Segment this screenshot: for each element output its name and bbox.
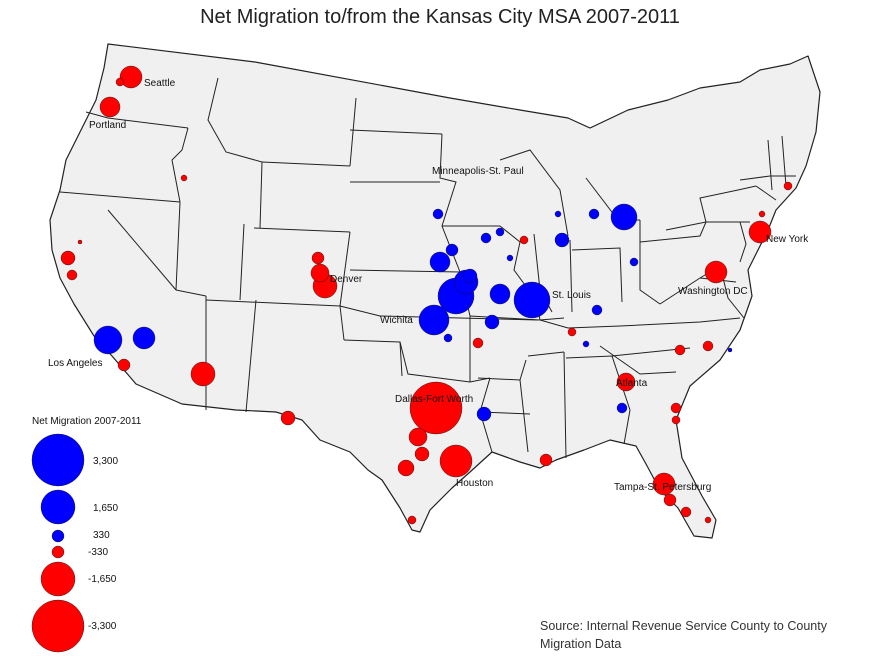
tucson-circle: [280, 410, 296, 426]
misc-red-5: [704, 516, 712, 524]
springfield-circle: [484, 314, 500, 330]
denver-circle-3: [311, 251, 325, 265]
florida-circle-2: [663, 493, 677, 507]
jacksonville-circle: [671, 415, 681, 425]
detroit-circle: [610, 203, 638, 231]
us-land: [49, 43, 821, 539]
new-york-circle: [748, 220, 772, 244]
ohio-circle: [629, 257, 639, 267]
label-st-louis: St. Louis: [552, 290, 591, 301]
outflow-circles: [93, 203, 733, 422]
misc-blue-1: [443, 333, 453, 343]
label-minneapolis: Minneapolis-St. Paul: [432, 166, 524, 177]
label-washington: Washington DC: [678, 286, 748, 297]
label-dallas: Dallas-Fort Worth: [395, 394, 473, 405]
misc-red-7: [77, 239, 83, 245]
misc-red-4: [180, 174, 188, 182]
omaha-circle: [429, 251, 451, 273]
ca-circle-2: [66, 269, 78, 281]
shreveport-circle: [476, 406, 492, 422]
tampa-circle: [652, 472, 676, 496]
inland-empire-circle: [132, 326, 156, 350]
minneapolis-circle: [432, 208, 444, 220]
legend-label-neg330: -330: [88, 547, 109, 558]
seattle-small-circle: [115, 77, 125, 87]
source-note: Source: Internal Revenue Service County …: [540, 619, 827, 651]
legend-title: Net Migration 2007-2011: [32, 416, 142, 427]
label-denver: Denver: [330, 274, 363, 285]
misc-blue-4: [582, 340, 590, 348]
label-wichita: Wichita: [380, 315, 413, 326]
inflow-circles: [60, 65, 793, 525]
legend-circle-neg330: [51, 545, 65, 559]
label-atlanta: Atlanta: [616, 378, 648, 389]
okc-red-circle: [472, 337, 484, 349]
raleigh-circle: [702, 340, 714, 352]
dallas-circle: [409, 381, 463, 435]
misc-blue-2: [554, 210, 562, 218]
legend-label-neg3300: -3,300: [88, 621, 117, 632]
us-outline: [49, 43, 821, 539]
la-red-circle: [117, 358, 131, 372]
legend-circle-330: [51, 529, 65, 543]
label-houston: Houston: [456, 478, 493, 489]
iowa-circle: [462, 268, 478, 284]
seattle-circle: [119, 65, 143, 89]
charlotte-circle: [674, 344, 686, 356]
st-louis-circle: [513, 281, 551, 319]
label-tampa: Tampa-St. Petersburg: [614, 482, 711, 493]
legend-label-1650: 1,650: [93, 503, 119, 514]
houston-circle: [439, 444, 473, 478]
migration-circles: [60, 65, 793, 525]
label-los-angeles: Los Angeles: [48, 358, 103, 369]
label-seattle: Seattle: [144, 78, 176, 89]
state-borders: [59, 77, 796, 459]
iowa-circle-2: [480, 232, 492, 244]
florida-circle-3: [680, 506, 692, 518]
boston-circle: [783, 181, 793, 191]
misc-red-1: [567, 327, 577, 337]
nc-circle: [670, 402, 682, 414]
iowa-circle-3: [495, 227, 505, 237]
new-orleans-circle: [539, 453, 553, 467]
ca-circle-1: [60, 250, 76, 266]
phoenix-circle: [190, 361, 216, 387]
label-new-york: New York: [766, 234, 809, 245]
la-blue-circle: [93, 325, 123, 355]
misc-blue-5: [727, 347, 733, 353]
legend-circle-1650: [40, 489, 76, 525]
des-moines-circle: [445, 243, 459, 257]
san-antonio-circle: [397, 459, 415, 477]
legend-label-3300: 3,300: [93, 456, 119, 467]
atlanta-circle: [616, 372, 636, 392]
misc-red-6: [758, 210, 766, 218]
legend-label-330: 330: [93, 530, 110, 541]
wichita-circle: [418, 304, 450, 336]
texas-circle-2: [414, 446, 430, 462]
birmingham-circle: [616, 402, 628, 414]
misc-blue-3: [506, 254, 514, 262]
denver-circle-2: [310, 263, 330, 283]
legend-circle-neg1650: [40, 561, 76, 597]
columbia-circle: [489, 283, 511, 305]
city-labels: Seattle Portland Minneapolis-St. Paul De…: [48, 78, 809, 493]
michigan-circle: [588, 208, 600, 220]
washington-circle: [704, 260, 728, 284]
misc-red-2: [519, 235, 529, 245]
portland-circle: [99, 96, 121, 118]
legend-circles: [31, 433, 85, 653]
legend-label-neg1650: -1,650: [88, 574, 117, 585]
legend-circle-neg3300: [31, 599, 85, 653]
austin-circle: [408, 427, 428, 447]
chicago-circle: [554, 232, 570, 248]
label-portland: Portland: [89, 120, 126, 131]
legend-circle-3300: [31, 433, 85, 487]
map-title: Net Migration to/from the Kansas City MS…: [200, 6, 680, 28]
misc-red-3: [407, 515, 417, 525]
louisville-circle: [591, 304, 603, 316]
